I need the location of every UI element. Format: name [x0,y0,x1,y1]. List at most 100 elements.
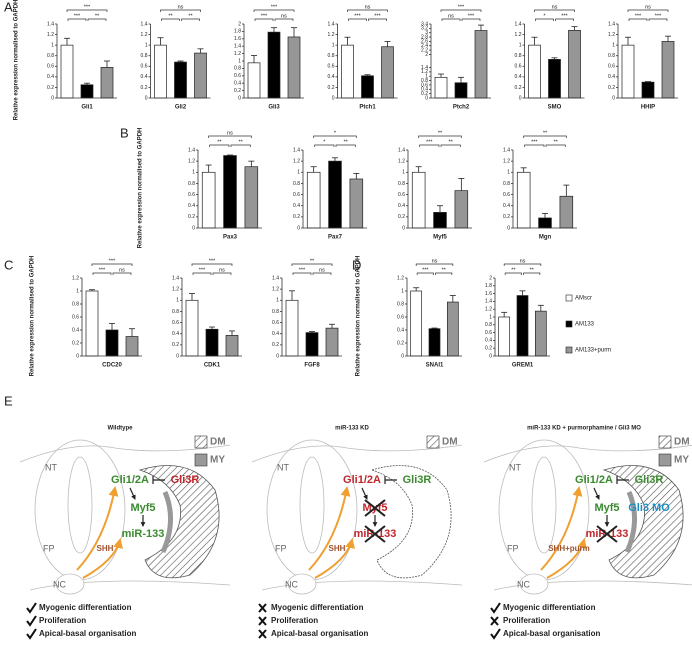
significance-bracket [440,144,461,147]
panel-letter: B [120,125,129,140]
dermomyotome [370,465,452,579]
bar [641,81,655,99]
y-tick-label: 0.8 [234,66,241,72]
y-tick-label: 0.6 [485,330,492,336]
significance-label: *** [635,13,642,19]
x-axis-label: Pax3 [223,235,238,241]
significance-bracket [418,135,462,138]
y-tick-label: 1.2 [72,275,79,281]
y-tick-label: 0.4 [397,327,404,333]
y-axis-label: Relative expression normalised to GAPDH [14,0,20,120]
y-tick-label: 1.2 [485,307,492,313]
knockdown-cross [364,525,386,543]
x-axis-label: Gli1 [81,105,93,111]
y-tick-label: 0.6 [515,64,522,70]
y-tick-label: 0.4 [328,74,335,80]
y-tick-label: 0.2 [234,88,241,94]
significance-label: ns [219,267,225,273]
significance-bracket [209,144,230,147]
pathway-node: Gli3R [171,474,200,486]
region-label: NC [53,579,66,589]
bar [381,46,394,99]
error-bar [309,331,315,333]
x-axis-label: FGF8 [304,363,320,369]
y-tick-label: 0.4 [421,87,428,93]
significance-bracket [112,272,132,275]
error-bar [271,27,277,33]
significance-label: ns [227,130,233,136]
significance-label: ** [310,258,315,264]
bar [328,160,342,229]
error-bar [519,290,526,296]
region-label: NC [285,579,298,589]
y-tick-label: 1 [519,42,522,48]
significance-label: ns [319,267,325,273]
significance-bracket [253,9,295,12]
y-tick-label: 0.4 [234,81,241,87]
significance-label: ns [520,258,526,264]
error-bar [415,166,422,173]
significance-bracket [523,272,541,275]
y-tick-label: 0.4 [485,338,492,344]
y-tick-label: 0.2 [515,85,522,91]
y-tick-label: 1.2 [397,275,404,281]
bar [361,75,374,99]
y-tick-label: 1.6 [485,291,492,297]
panel-letter: C [4,257,13,272]
bar [434,76,448,99]
y-tick-label: 2.2 [421,47,428,53]
y-tick-label: 1.2 [272,286,279,292]
y-tick-label: 0.2 [608,85,615,91]
y-tick-label: 0.4 [141,74,148,80]
y-tick-label: 1.2 [503,158,510,164]
significance-bracket [504,272,522,275]
y-tick-label: 0.8 [188,181,195,187]
y-tick-label: 0.8 [172,309,179,315]
pathway-inhibit [616,476,629,484]
y-tick-label: 1.4 [503,147,510,153]
error-bar [205,164,212,173]
significance-label: *** [109,258,116,264]
y-tick-label: 1.4 [141,21,148,27]
error-bar [104,60,110,68]
bar [154,44,167,99]
y-tick-label: 3.2 [421,26,428,32]
significance-bracket [312,272,332,275]
significance-bracket [291,263,333,266]
y-tick-label: 0 [145,95,148,101]
error-bar [458,76,464,83]
y-tick-label: 0 [276,353,279,359]
error-bar [431,327,438,329]
bar [433,212,447,229]
significance-label: *** [468,13,475,19]
significance-bracket [91,263,133,266]
significance-label: *** [199,267,206,273]
y-tick-label: 0 [297,225,300,231]
outcome-label: Proliferation [271,616,318,625]
significance-bracket [416,272,434,275]
key-label: DM [674,437,690,448]
pathway-node: Gli1/2A [111,474,149,486]
x-axis-label: Ptch2 [453,105,470,111]
bar [411,171,426,229]
significance-label: *** [655,13,662,19]
bar [85,290,99,357]
x-axis-label: SNAI1 [426,363,444,369]
significance-label: *** [271,4,278,10]
panel-letter: D [352,257,361,272]
significance-bracket [415,263,454,266]
significance-bracket [555,18,574,21]
bar [528,44,541,99]
significance-label: *** [354,13,361,19]
significance-label: ** [442,267,447,273]
y-tick-label: 0.2 [421,91,428,97]
bar [548,59,561,99]
y-tick-label: 0.2 [293,214,300,220]
y-tick-label: 0.8 [293,181,300,187]
pathway-node: Myf5 [594,502,619,514]
y-tick-label: 0.4 [503,203,510,209]
y-tick-label: 1.8 [485,283,492,289]
y-tick-label: 0.8 [141,53,148,59]
bar [305,332,319,357]
y-tick-label: 1.4 [608,21,615,27]
